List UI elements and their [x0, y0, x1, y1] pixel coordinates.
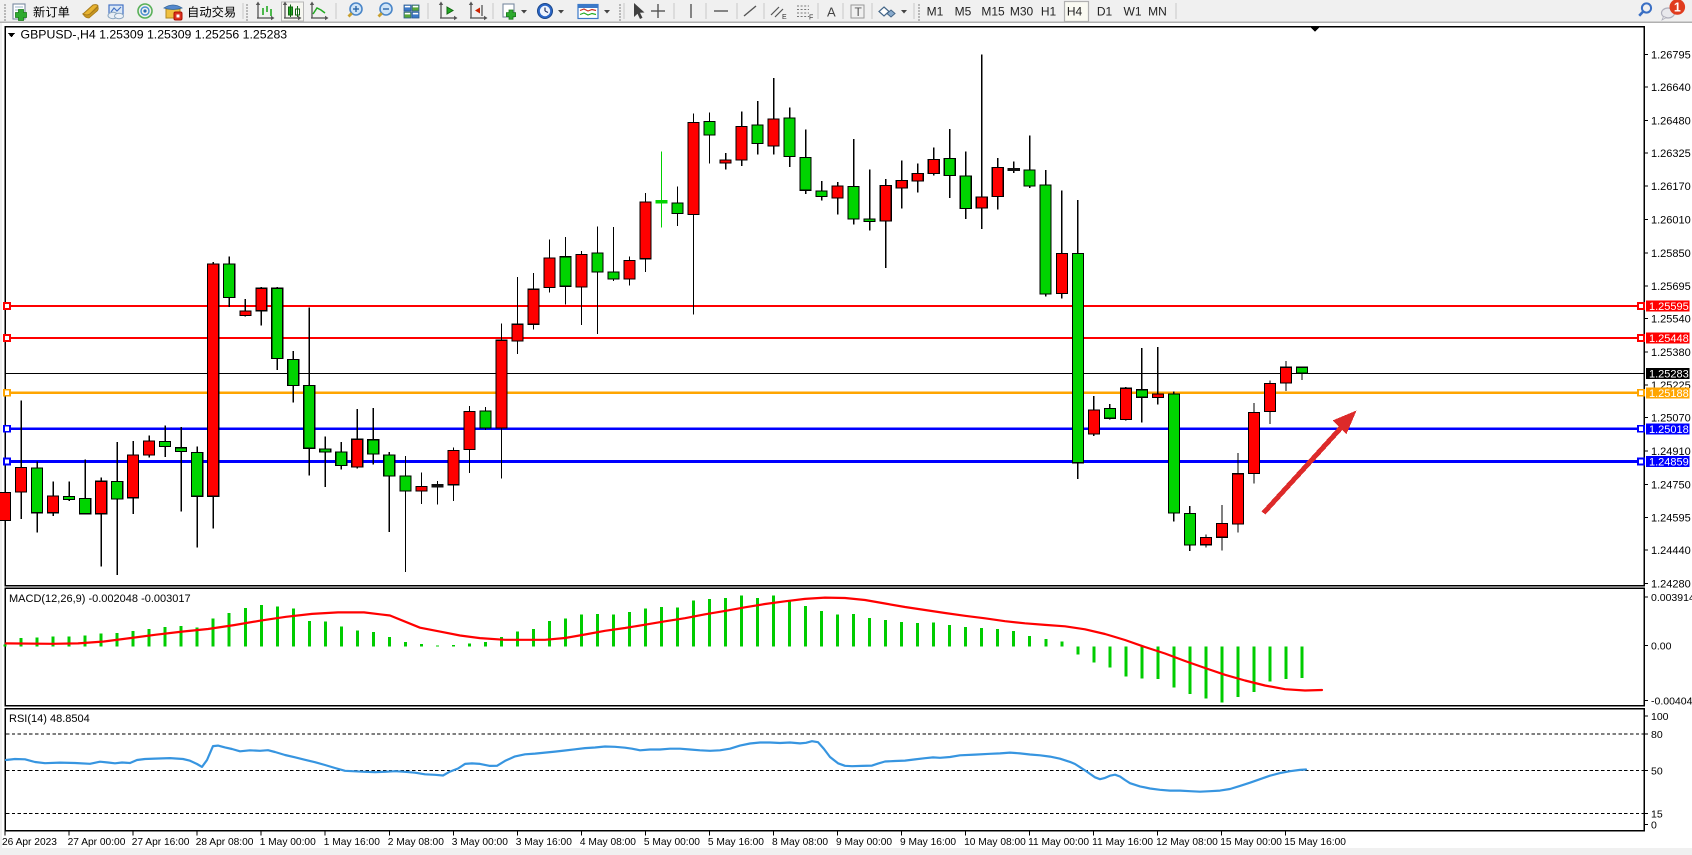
svg-text:28 Apr 08:00: 28 Apr 08:00 [196, 837, 254, 848]
svg-text:1.26480: 1.26480 [1651, 116, 1691, 128]
svg-text:-0.004049: -0.004049 [1651, 696, 1692, 708]
svg-text:1 May 16:00: 1 May 16:00 [324, 837, 380, 848]
svg-text:3 May 00:00: 3 May 00:00 [452, 837, 508, 848]
svg-text:1.25283: 1.25283 [1649, 369, 1689, 381]
svg-text:1.25540: 1.25540 [1651, 314, 1691, 326]
svg-text:11 May 16:00: 11 May 16:00 [1092, 837, 1153, 848]
svg-text:1.25018: 1.25018 [1649, 424, 1689, 436]
svg-text:1.24440: 1.24440 [1651, 545, 1691, 557]
svg-text:15: 15 [1651, 808, 1663, 820]
svg-text:1.25380: 1.25380 [1651, 347, 1691, 359]
svg-text:0.003914: 0.003914 [1651, 592, 1692, 604]
svg-text:1.26795: 1.26795 [1651, 49, 1691, 61]
svg-text:1.26170: 1.26170 [1651, 181, 1691, 193]
svg-text:27 Apr 16:00: 27 Apr 16:00 [132, 837, 190, 848]
svg-text:0: 0 [1651, 820, 1657, 832]
svg-text:M1: M1 [927, 5, 944, 19]
svg-text:H1: H1 [1041, 5, 1057, 19]
svg-text:1.26325: 1.26325 [1651, 148, 1691, 160]
svg-text:10 May 08:00: 10 May 08:00 [964, 837, 1026, 848]
svg-text:W1: W1 [1124, 5, 1142, 19]
svg-text:1.25695: 1.25695 [1651, 281, 1691, 293]
svg-text:F: F [809, 15, 813, 22]
svg-text:1.24859: 1.24859 [1649, 457, 1689, 469]
svg-text:1.24280: 1.24280 [1651, 579, 1691, 591]
svg-text:1.25595: 1.25595 [1649, 301, 1689, 313]
svg-text:1.25448: 1.25448 [1649, 333, 1689, 345]
svg-text:3 May 16:00: 3 May 16:00 [516, 837, 572, 848]
svg-text:H4: H4 [1067, 5, 1083, 19]
svg-text:5 May 00:00: 5 May 00:00 [644, 837, 700, 848]
svg-text:1.26010: 1.26010 [1651, 215, 1691, 227]
svg-text:0.00: 0.00 [1651, 641, 1672, 653]
svg-text:1.25070: 1.25070 [1651, 412, 1691, 424]
svg-text:MN: MN [1148, 5, 1167, 19]
svg-text:M5: M5 [955, 5, 972, 19]
svg-text:80: 80 [1651, 729, 1663, 741]
svg-text:1.24910: 1.24910 [1651, 446, 1691, 458]
svg-text:M30: M30 [1010, 5, 1034, 19]
svg-text:1.24595: 1.24595 [1651, 512, 1691, 524]
svg-text:9 May 16:00: 9 May 16:00 [900, 837, 956, 848]
svg-text:T: T [855, 5, 863, 19]
svg-text:1: 1 [1674, 1, 1681, 15]
svg-text:M15: M15 [981, 5, 1005, 19]
svg-text:1 May 00:00: 1 May 00:00 [260, 837, 316, 848]
svg-text:D1: D1 [1097, 5, 1113, 19]
svg-text:27 Apr 00:00: 27 Apr 00:00 [68, 837, 126, 848]
svg-text:26 Apr 2023: 26 Apr 2023 [2, 837, 57, 848]
svg-text:11 May 00:00: 11 May 00:00 [1028, 837, 1089, 848]
svg-text:GBPUSD-,H4 1.25309 1.25309 1.: GBPUSD-,H4 1.25309 1.25309 1.25256 1.252… [21, 28, 288, 42]
svg-text:8 May 08:00: 8 May 08:00 [772, 837, 828, 848]
svg-text:A: A [827, 5, 836, 20]
svg-text:12 May 08:00: 12 May 08:00 [1156, 837, 1218, 848]
svg-text:MACD(12,26,9) -0.002048 -0.003: MACD(12,26,9) -0.002048 -0.003017 [9, 593, 191, 605]
svg-text:100: 100 [1651, 711, 1669, 723]
svg-text:9 May 00:00: 9 May 00:00 [836, 837, 892, 848]
svg-text:1.26640: 1.26640 [1651, 82, 1691, 94]
svg-text:1.24750: 1.24750 [1651, 480, 1691, 492]
svg-text:15 May 16:00: 15 May 16:00 [1284, 837, 1346, 848]
svg-text:RSI(14) 48.8504: RSI(14) 48.8504 [9, 713, 90, 725]
svg-text:E: E [782, 14, 787, 21]
svg-text:15 May 00:00: 15 May 00:00 [1220, 837, 1282, 848]
svg-text:2 May 08:00: 2 May 08:00 [388, 837, 444, 848]
svg-text:50: 50 [1651, 766, 1663, 778]
svg-text:4 May 08:00: 4 May 08:00 [580, 837, 636, 848]
svg-text:5 May 16:00: 5 May 16:00 [708, 837, 764, 848]
svg-text:1.25188: 1.25188 [1649, 388, 1689, 400]
svg-text:1.25850: 1.25850 [1651, 248, 1691, 260]
